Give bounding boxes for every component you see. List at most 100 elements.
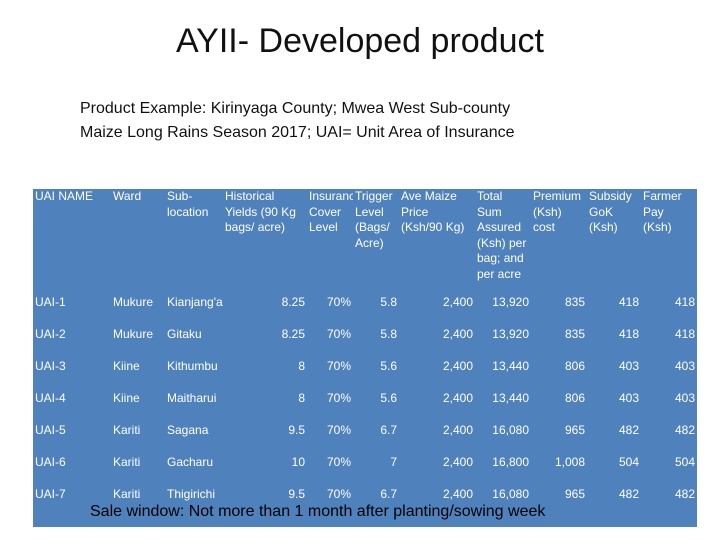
cell-uai-name: UAI-3 xyxy=(35,359,66,373)
cell-sum-assured: 13,440 xyxy=(492,359,529,373)
cell-maize-price: 2,400 xyxy=(442,359,473,373)
cell-trigger-level: 5.8 xyxy=(380,327,397,341)
subtitle-line-1: Product Example: Kirinyaga County; Mwea … xyxy=(80,100,511,117)
cell-historical-yield: 10 xyxy=(291,455,305,469)
cell-sum-assured: 16,080 xyxy=(492,423,529,437)
cell-trigger-level: 6.7 xyxy=(380,487,397,501)
cell-premium: 835 xyxy=(564,327,585,341)
cell-farmer-pay: 482 xyxy=(674,487,695,501)
cell-subsidy: 482 xyxy=(618,423,639,437)
cell-sub-location: Thigirichi xyxy=(167,487,216,501)
cell-maize-price: 2,400 xyxy=(442,327,473,341)
cell-sum-assured: 16,080 xyxy=(492,487,529,501)
header-historical-yields: Historical Yields (90 Kg bags/ acre) xyxy=(225,189,296,234)
cell-uai-name: UAI-6 xyxy=(35,455,66,469)
cell-maize-price: 2,400 xyxy=(442,391,473,405)
cell-subsidy: 482 xyxy=(618,487,639,501)
cell-subsidy: 403 xyxy=(618,391,639,405)
cell-trigger-level: 6.7 xyxy=(380,423,397,437)
cell-ward: Kiine xyxy=(113,359,140,373)
cell-historical-yield: 8.25 xyxy=(281,327,305,341)
cell-premium: 1,008 xyxy=(554,455,585,469)
cell-ward: Mukure xyxy=(113,295,154,309)
cell-farmer-pay: 403 xyxy=(674,359,695,373)
cell-farmer-pay: 504 xyxy=(674,455,695,469)
header-sum-assured: Total Sum Assured (Ksh) per bag; and per… xyxy=(477,189,527,281)
table-row: UAI-1 Mukure Kianjang'a 8.25 70% 5.8 2,400 13,9… xyxy=(33,295,697,327)
cell-premium: 965 xyxy=(564,487,585,501)
cell-trigger-level: 5.6 xyxy=(380,391,397,405)
header-ward: Ward xyxy=(113,189,142,203)
cell-trigger-level: 7 xyxy=(390,455,397,469)
cell-uai-name: UAI-7 xyxy=(35,487,66,501)
cell-cover-level: 70% xyxy=(326,487,351,501)
cell-ward: Mukure xyxy=(113,327,154,341)
cell-ward: Kariti xyxy=(113,423,141,437)
table-header-row: UAI NAME Ward Sub-location Historical Yi… xyxy=(33,189,697,295)
header-insurance-cover: Insurance Cover Level xyxy=(309,189,353,234)
cell-uai-name: UAI-2 xyxy=(35,327,66,341)
cell-maize-price: 2,400 xyxy=(442,487,473,501)
table-row: UAI-3 Kiine Kithumbu 8 70% 5.6 2,400 13,440 806 4… xyxy=(33,359,697,391)
cell-premium: 835 xyxy=(564,295,585,309)
cell-premium: 806 xyxy=(564,359,585,373)
cell-uai-name: UAI-5 xyxy=(35,423,66,437)
cell-farmer-pay: 418 xyxy=(674,327,695,341)
subtitle-line-2: Maize Long Rains Season 2017; UAI= Unit … xyxy=(80,124,515,141)
cell-sub-location: Sagana xyxy=(167,423,209,437)
header-sub-location: Sub-location xyxy=(167,189,209,219)
insurance-table: UAI NAME Ward Sub-location Historical Yi… xyxy=(33,189,697,527)
cell-sum-assured: 13,920 xyxy=(492,327,529,341)
cell-subsidy: 418 xyxy=(618,295,639,309)
cell-cover-level: 70% xyxy=(326,327,351,341)
cell-ward: Kariti xyxy=(113,455,141,469)
table-row: UAI-6 Kariti Gacharu 10 70% 7 2,400 16,800 1,008… xyxy=(33,455,697,487)
cell-sub-location: Gitaku xyxy=(167,327,202,341)
table-row: UAI-7 Kariti Thigirichi 9.5 70% 6.7 2,400 16,08… xyxy=(33,487,697,519)
cell-sum-assured: 16,800 xyxy=(492,455,529,469)
header-maize-price: Ave Maize Price (Ksh/90 Kg) xyxy=(401,189,465,234)
table-row: UAI-5 Kariti Sagana 9.5 70% 6.7 2,400 16,080 965… xyxy=(33,423,697,455)
cell-premium: 965 xyxy=(564,423,585,437)
cell-trigger-level: 5.8 xyxy=(380,295,397,309)
cell-historical-yield: 8 xyxy=(298,391,305,405)
cell-farmer-pay: 482 xyxy=(674,423,695,437)
cell-subsidy: 403 xyxy=(618,359,639,373)
cell-cover-level: 70% xyxy=(326,359,351,373)
cell-uai-name: UAI-4 xyxy=(35,391,66,405)
cell-sub-location: Kithumbu xyxy=(167,359,218,373)
cell-sub-location: Gacharu xyxy=(167,455,214,469)
header-trigger-level: Trigger Level (Bags/ Acre) xyxy=(355,189,393,250)
cell-cover-level: 70% xyxy=(326,455,351,469)
cell-trigger-level: 5.6 xyxy=(380,359,397,373)
cell-cover-level: 70% xyxy=(326,391,351,405)
cell-maize-price: 2,400 xyxy=(442,423,473,437)
cell-uai-name: UAI-1 xyxy=(35,295,66,309)
cell-farmer-pay: 418 xyxy=(674,295,695,309)
cell-maize-price: 2,400 xyxy=(442,455,473,469)
cell-historical-yield: 8.25 xyxy=(281,295,305,309)
cell-farmer-pay: 403 xyxy=(674,391,695,405)
table-row: UAI-2 Mukure Gitaku 8.25 70% 5.8 2,400 13,920 83… xyxy=(33,327,697,359)
cell-sum-assured: 13,920 xyxy=(492,295,529,309)
table-row: UAI-4 Kiine Maitharui 8 70% 5.6 2,400 13,440 806… xyxy=(33,391,697,423)
header-uai-name: UAI NAME xyxy=(35,189,94,203)
slide-title: AYII- Developed product xyxy=(176,22,544,60)
cell-ward: Kariti xyxy=(113,487,141,501)
cell-sum-assured: 13,440 xyxy=(492,391,529,405)
cell-sub-location: Maitharui xyxy=(167,391,217,405)
cell-cover-level: 70% xyxy=(326,295,351,309)
cell-historical-yield: 9.5 xyxy=(288,423,305,437)
header-subsidy: Subsidy GoK (Ksh) xyxy=(589,189,632,234)
cell-historical-yield: 9.5 xyxy=(288,487,305,501)
cell-maize-price: 2,400 xyxy=(442,295,473,309)
cell-premium: 806 xyxy=(564,391,585,405)
cell-subsidy: 504 xyxy=(618,455,639,469)
header-premium: Premium (Ksh) cost xyxy=(533,189,582,234)
header-farmer-pay: Farmer Pay (Ksh) xyxy=(643,189,682,234)
cell-sub-location: Kianjang'a xyxy=(167,295,223,309)
cell-ward: Kiine xyxy=(113,391,140,405)
cell-subsidy: 418 xyxy=(618,327,639,341)
cell-historical-yield: 8 xyxy=(298,359,305,373)
footnote: Sale window: Not more than 1 month after… xyxy=(90,503,546,520)
